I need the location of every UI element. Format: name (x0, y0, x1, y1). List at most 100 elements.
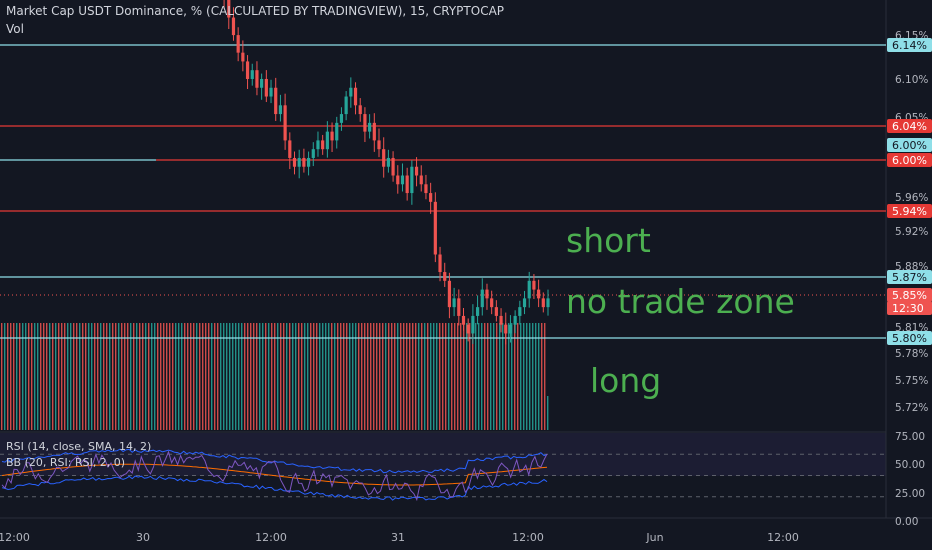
candle-body (269, 87, 273, 97)
volume-bar (163, 323, 165, 430)
volume-bar (151, 323, 153, 430)
volume-bar (121, 323, 123, 430)
rsi-axis-tick: 50.00 (895, 459, 925, 471)
volume-bar (373, 323, 375, 430)
candle-body (353, 87, 358, 106)
volume-bar (259, 323, 261, 430)
volume-bar (73, 323, 75, 430)
candle-body (429, 193, 433, 202)
volume-bar (493, 323, 495, 430)
candle-body (443, 272, 447, 281)
volume-bar (142, 323, 144, 430)
volume-bar (229, 323, 231, 430)
volume-bar (313, 323, 315, 430)
volume-bar (184, 323, 186, 430)
volume-bar (46, 323, 48, 430)
volume-bar (502, 323, 504, 430)
volume-bar (154, 323, 156, 430)
bb-indicator-label[interactable]: BB (20, RSI: RSI, 2, 0) (6, 456, 126, 469)
candle-body (236, 35, 240, 53)
volume-bar (325, 323, 327, 430)
volume-bar (406, 323, 408, 430)
volume-bar (427, 323, 429, 430)
candle-body (358, 105, 362, 115)
candle-body (297, 157, 301, 167)
volume-bar (403, 323, 405, 430)
volume-bar (94, 323, 96, 430)
candle-body (537, 289, 541, 299)
price-axis-label-box (887, 138, 932, 152)
candle-body (527, 280, 531, 299)
candle-body (438, 254, 442, 273)
volume-bar (505, 323, 507, 430)
volume-bar (481, 323, 483, 430)
volume-bar (145, 323, 147, 430)
candle-body (475, 307, 480, 316)
candle-body (274, 87, 278, 115)
volume-bar (139, 323, 141, 430)
volume-bar (31, 323, 33, 430)
candle-body (400, 175, 405, 185)
candle-body (461, 315, 466, 325)
bb-lower-band (1, 475, 548, 501)
volume-bar (109, 323, 111, 430)
volume-bar (310, 323, 312, 430)
volume-bar (304, 323, 306, 430)
volume-bar (214, 323, 216, 430)
volume-bar (286, 323, 288, 430)
volume-bar (196, 323, 198, 430)
volume-bar (238, 323, 240, 430)
time-tick-label: 12:00 (512, 531, 544, 544)
volume-bar (118, 323, 120, 430)
volume-bar (430, 323, 432, 430)
volume-bar (523, 323, 525, 430)
price-axis-label: 6.04% (892, 120, 927, 133)
price-tick-label: 5.72% (895, 402, 928, 414)
volume-bar (424, 323, 426, 430)
volume-bar (490, 323, 492, 430)
candle-body (382, 149, 386, 167)
volume-bar (274, 323, 276, 430)
volume-bar (478, 323, 480, 430)
volume-bar (472, 323, 474, 430)
candle-body (386, 157, 390, 167)
candle-body (278, 105, 283, 115)
candle-body (321, 140, 325, 150)
volume-bar (388, 323, 390, 430)
candle-body (330, 131, 334, 141)
candle-body (316, 140, 320, 150)
price-tick-label: 5.92% (895, 226, 928, 238)
volume-bar (322, 323, 324, 430)
volume-bar (529, 323, 531, 430)
volume-bar (466, 323, 468, 430)
volume-bar (187, 323, 189, 430)
volume-bar (340, 323, 342, 430)
volume-bar (58, 323, 60, 430)
candle-body (532, 280, 536, 290)
price-tick-label: 5.75% (895, 375, 928, 387)
volume-bar (364, 323, 366, 430)
volume-bar (316, 323, 318, 430)
rsi-axis-tick: 25.00 (895, 488, 925, 500)
volume-bar (223, 323, 225, 430)
volume-bar (295, 323, 297, 430)
price-axis-label-box (887, 153, 932, 167)
candle-body (283, 105, 287, 141)
price-axis-label: 6.00% (892, 139, 927, 152)
price-tick-label: 5.78% (895, 348, 928, 360)
volume-bar (49, 323, 51, 430)
volume-bar (40, 323, 42, 430)
volume-bar (439, 323, 441, 430)
volume-bar (457, 323, 459, 430)
rsi-indicator-label[interactable]: RSI (14, close, SMA, 14, 2) (6, 440, 152, 453)
volume-bar (487, 323, 489, 430)
volume-bar (301, 323, 303, 430)
volume-bar (91, 323, 93, 430)
volume-bar (241, 323, 243, 430)
candle-body (311, 149, 315, 158)
volume-bar (250, 323, 252, 430)
candle-body (419, 175, 423, 185)
volume-bar (16, 323, 18, 430)
volume-bar (55, 323, 57, 430)
volume-bar (127, 323, 129, 430)
